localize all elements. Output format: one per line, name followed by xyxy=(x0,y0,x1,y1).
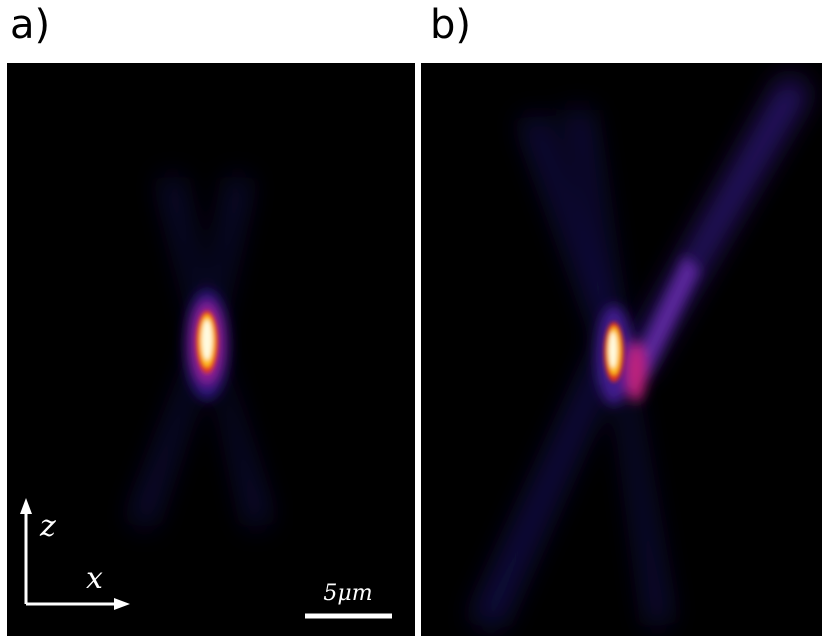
axis-label: x xyxy=(86,561,103,596)
panel-label: a) xyxy=(10,2,50,48)
panel-b xyxy=(421,63,822,636)
panel-a: z x 5μm xyxy=(7,63,415,636)
scale-bar-label: 5μm xyxy=(323,581,372,606)
axis-label: z xyxy=(39,509,56,544)
panel-label: b) xyxy=(430,2,471,48)
